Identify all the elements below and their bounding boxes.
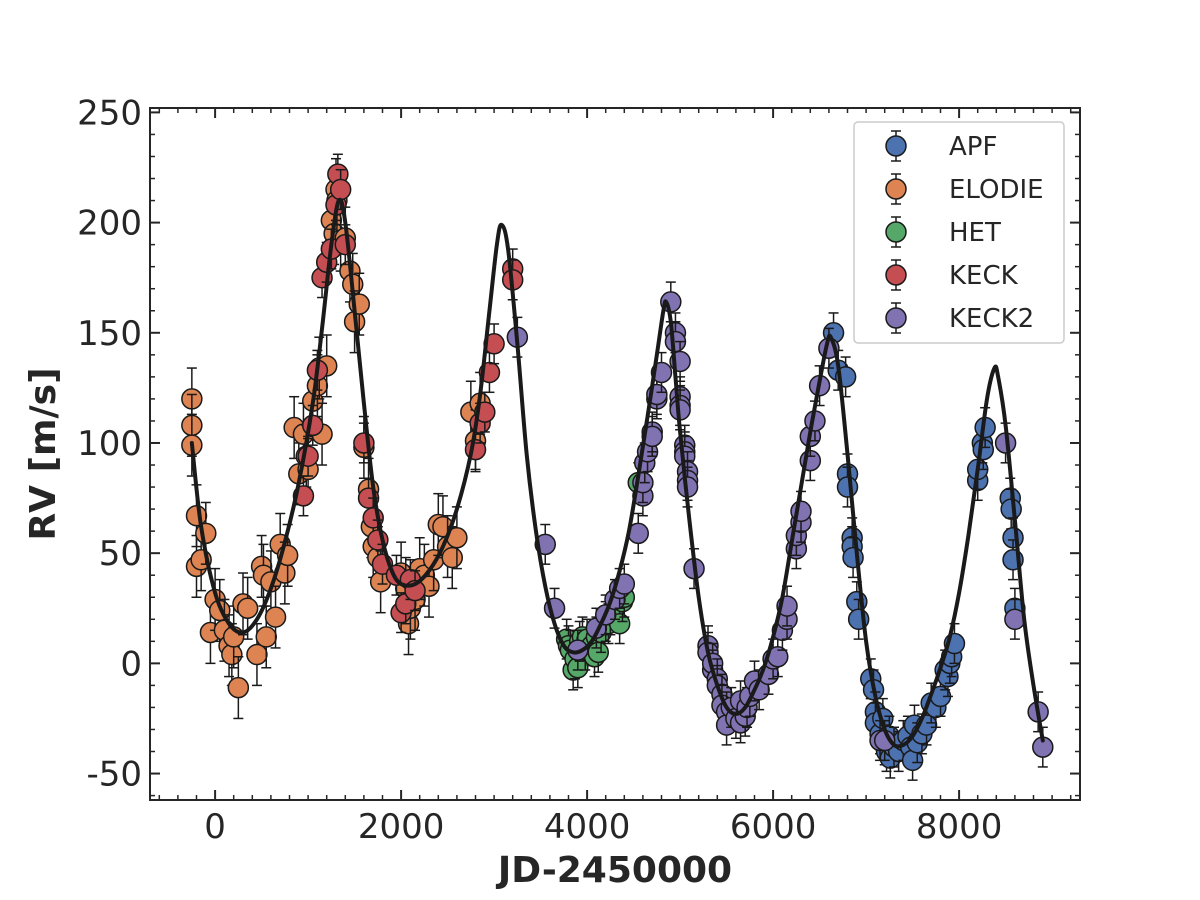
data-point-elodie	[227, 676, 250, 699]
legend: APF ELODIE HET KECK KECK2	[853, 121, 1065, 344]
x-tick-label: 2000	[358, 807, 445, 847]
x-tick-label: 4000	[544, 807, 631, 847]
y-tick-labels: -50 0 50 100 150 200 250	[77, 93, 142, 794]
y-tick-label: 250	[77, 93, 142, 133]
x-tick-label: 0	[204, 807, 226, 847]
data-point-apf	[836, 476, 859, 498]
data-point-elodie	[264, 606, 287, 628]
legend-item-apf: APF	[885, 130, 997, 162]
plot-area: 0 2000 4000 6000 8000 -50 0 50 100 150 200 250	[77, 93, 1081, 847]
data-point-elodie	[255, 626, 277, 648]
y-tick-label: 0	[120, 644, 142, 684]
y-tick-label: 150	[77, 314, 142, 354]
data-point-elodie	[441, 546, 463, 569]
y-tick-label: 100	[77, 424, 142, 464]
y-axis-title: RV [m/s]	[23, 367, 64, 540]
data-point-apf	[842, 546, 864, 569]
legend-label-apf: APF	[949, 132, 997, 162]
legend-item-keck: KECK	[885, 259, 1019, 291]
model-curve	[189, 197, 1045, 749]
data-point-apf	[1000, 498, 1022, 520]
x-tick-label: 8000	[916, 807, 1003, 847]
data-point-keck	[302, 414, 324, 437]
y-tick-label: -50	[86, 755, 142, 795]
minor-ticks	[150, 108, 1080, 800]
legend-item-het: HET	[885, 216, 1001, 248]
y-tick-label: 50	[99, 534, 142, 574]
legend-label-het: HET	[949, 218, 1001, 248]
legend-marker-keck2	[885, 307, 907, 329]
data-point-elodie	[236, 597, 259, 620]
legend-item-keck2: KECK2	[885, 302, 1034, 334]
data-point-keck	[329, 178, 352, 201]
major-ticks	[150, 108, 1080, 800]
legend-label-elodie: ELODIE	[949, 175, 1044, 205]
legend-label-keck2: KECK2	[949, 304, 1034, 334]
data-point-apf	[972, 438, 995, 461]
x-axis-title: JD-2450000	[495, 850, 732, 891]
legend-marker-het	[885, 221, 907, 243]
x-tick-labels: 0 2000 4000 6000 8000	[204, 807, 1002, 847]
x-tick-label: 6000	[730, 807, 817, 847]
data-point-elodie	[246, 643, 268, 666]
legend-label-keck: KECK	[949, 261, 1019, 291]
data-point-elodie	[195, 522, 217, 545]
legend-marker-apf	[885, 135, 907, 157]
legend-marker-keck	[885, 264, 907, 286]
data-point-elodie	[185, 504, 208, 527]
data-point-keck	[353, 432, 375, 454]
legend-marker-elodie	[885, 178, 907, 200]
axes-frame	[149, 107, 1081, 801]
legend-box	[853, 121, 1065, 344]
y-tick-label: 200	[77, 204, 142, 244]
legend-item-elodie: ELODIE	[885, 173, 1044, 205]
